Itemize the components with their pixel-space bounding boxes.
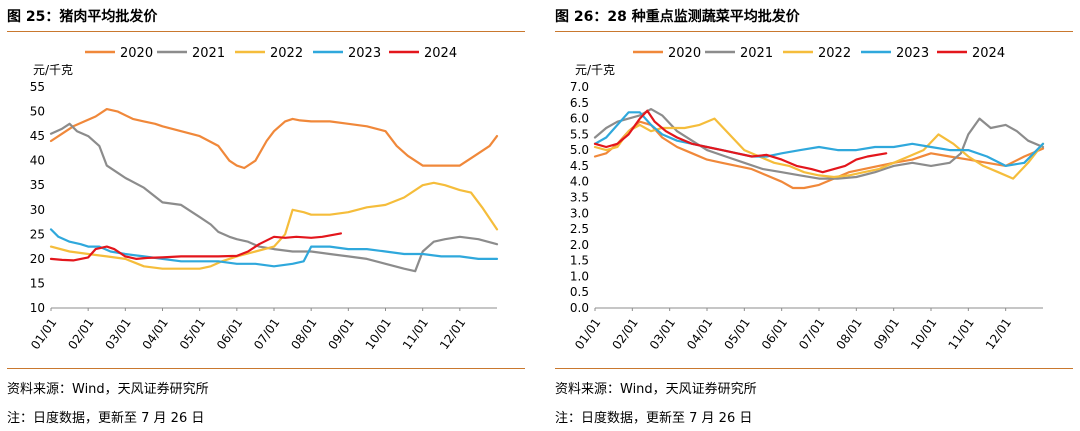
- x-tick-label: 04/01: [684, 316, 715, 352]
- legend-label: 2024: [972, 46, 1005, 61]
- x-tick-label: 02/01: [65, 316, 96, 352]
- y-tick-label: 20: [30, 252, 45, 266]
- legend-item-2024: 2024: [937, 46, 1005, 61]
- x-tick-label: 10/01: [363, 316, 394, 352]
- x-tick-label: 07/01: [251, 316, 282, 352]
- x-tick-label: 12/01: [983, 316, 1014, 352]
- series-line-2023: [49, 228, 499, 268]
- x-tick-label: 08/01: [288, 316, 319, 352]
- title-divider: [7, 31, 525, 32]
- y-tick-label: 6.5: [570, 96, 589, 110]
- legend-label: 2021: [192, 46, 225, 61]
- series-line-2024: [593, 109, 888, 174]
- y-tick-label: 0.5: [570, 285, 589, 299]
- y-tick-label: 30: [30, 203, 45, 217]
- legend-label: 2022: [270, 46, 303, 61]
- x-tick-label: 04/01: [140, 316, 171, 352]
- x-tick-label: 06/01: [214, 316, 245, 352]
- y-tick-label: 2.0: [570, 238, 589, 252]
- bottom-divider: [555, 368, 1073, 369]
- x-tick-label: 05/01: [177, 316, 208, 352]
- x-tick-label: 07/01: [796, 316, 827, 352]
- x-tick-label: 01/01: [572, 316, 603, 352]
- x-tick-label: 10/01: [908, 316, 939, 352]
- chart-panel-vegetables: 图 26：28 种重点监测蔬菜平均批发价 元/千克 0.0 0.5 1.0 1.5 2.0…: [555, 0, 1080, 431]
- x-tick-label: 12/01: [437, 316, 468, 352]
- legend-item-2020: 2020: [85, 46, 153, 61]
- y-tick-label: 25: [30, 227, 45, 241]
- series-line-2021: [49, 122, 499, 273]
- y-axis-label: 元/千克: [575, 63, 615, 77]
- legend-item-2022: 2022: [235, 46, 303, 61]
- series-line-2024: [49, 232, 342, 262]
- x-tick-label: 08/01: [833, 316, 864, 352]
- series-line-2020: [49, 107, 499, 170]
- legend-label: 2022: [818, 46, 851, 61]
- chart-svg-vegetables: 元/千克 0.0 0.5 1.01.5 2.0 2.5 3.03.5 4.0 4.5 5.0 5.5…: [570, 46, 1045, 352]
- x-tick-label: 11/01: [400, 316, 431, 352]
- source-note: 资料来源：Wind，天风证券研究所: [7, 382, 209, 397]
- y-tick-label: 50: [30, 105, 45, 119]
- series-line-2021: [593, 107, 1045, 180]
- y-tick-label: 5.0: [570, 143, 589, 157]
- chart-title: 图 26：28 种重点监测蔬菜平均批发价: [555, 9, 800, 25]
- x-tick-label: 09/01: [871, 316, 902, 352]
- y-tick-label: 4.5: [570, 159, 589, 173]
- y-tick-label: 45: [30, 129, 45, 143]
- legend-item-2022: 2022: [783, 46, 851, 61]
- x-tick-label: 05/01: [721, 316, 752, 352]
- series-line-2022: [49, 181, 499, 270]
- y-axis-label: 元/千克: [33, 63, 73, 77]
- chart-panel-pork: 图 25：猪肉平均批发价 元/千克 10 15 20 25 30 35 40 45 50 55 01/…: [7, 0, 532, 431]
- legend-label: 2020: [668, 46, 701, 61]
- y-tick-label: 15: [30, 276, 45, 290]
- y-tick-label: 1.0: [570, 269, 589, 283]
- legend-item-2024: 2024: [389, 46, 457, 61]
- legend-label: 2023: [348, 46, 381, 61]
- legend-label: 2023: [896, 46, 929, 61]
- y-tick-label: 2.5: [570, 222, 589, 236]
- legend-label: 2021: [740, 46, 773, 61]
- y-tick-label: 40: [30, 154, 45, 168]
- x-tick-label: 11/01: [945, 316, 976, 352]
- bottom-divider: [7, 368, 525, 369]
- x-tick-label: 09/01: [325, 316, 356, 352]
- y-tick-label: 0.0: [570, 301, 589, 315]
- y-tick-label: 3.5: [570, 191, 589, 205]
- y-tick-label: 6.0: [570, 112, 589, 126]
- y-tick-label: 3.0: [570, 206, 589, 220]
- x-tick-label: 06/01: [759, 316, 790, 352]
- footnote: 注：日度数据，更新至 7 月 26 日: [7, 411, 205, 426]
- legend-item-2021: 2021: [157, 46, 225, 61]
- y-tick-label: 7.0: [570, 80, 589, 94]
- legend-item-2023: 2023: [861, 46, 929, 61]
- x-tick-label: 01/01: [28, 316, 59, 352]
- series-line-2022: [593, 117, 1045, 180]
- y-tick-label: 55: [30, 80, 45, 94]
- legend-item-2021: 2021: [705, 46, 773, 61]
- legend-item-2020: 2020: [633, 46, 701, 61]
- y-tick-label: 5.5: [570, 127, 589, 141]
- x-tick-label: 02/01: [609, 316, 640, 352]
- legend-label: 2020: [120, 46, 153, 61]
- footnote: 注：日度数据，更新至 7 月 26 日: [555, 411, 753, 426]
- chart-title: 图 25：猪肉平均批发价: [7, 9, 158, 25]
- y-tick-label: 10: [30, 301, 45, 315]
- x-tick-label: 03/01: [102, 316, 133, 352]
- source-note: 资料来源：Wind，天风证券研究所: [555, 382, 757, 397]
- title-divider: [555, 31, 1073, 32]
- legend-label: 2024: [424, 46, 457, 61]
- y-tick-label: 35: [30, 178, 45, 192]
- x-tick-label: 03/01: [647, 316, 678, 352]
- legend-item-2023: 2023: [313, 46, 381, 61]
- series-line-2023: [593, 111, 1045, 167]
- y-tick-label: 1.5: [570, 254, 589, 268]
- y-tick-label: 4.0: [570, 175, 589, 189]
